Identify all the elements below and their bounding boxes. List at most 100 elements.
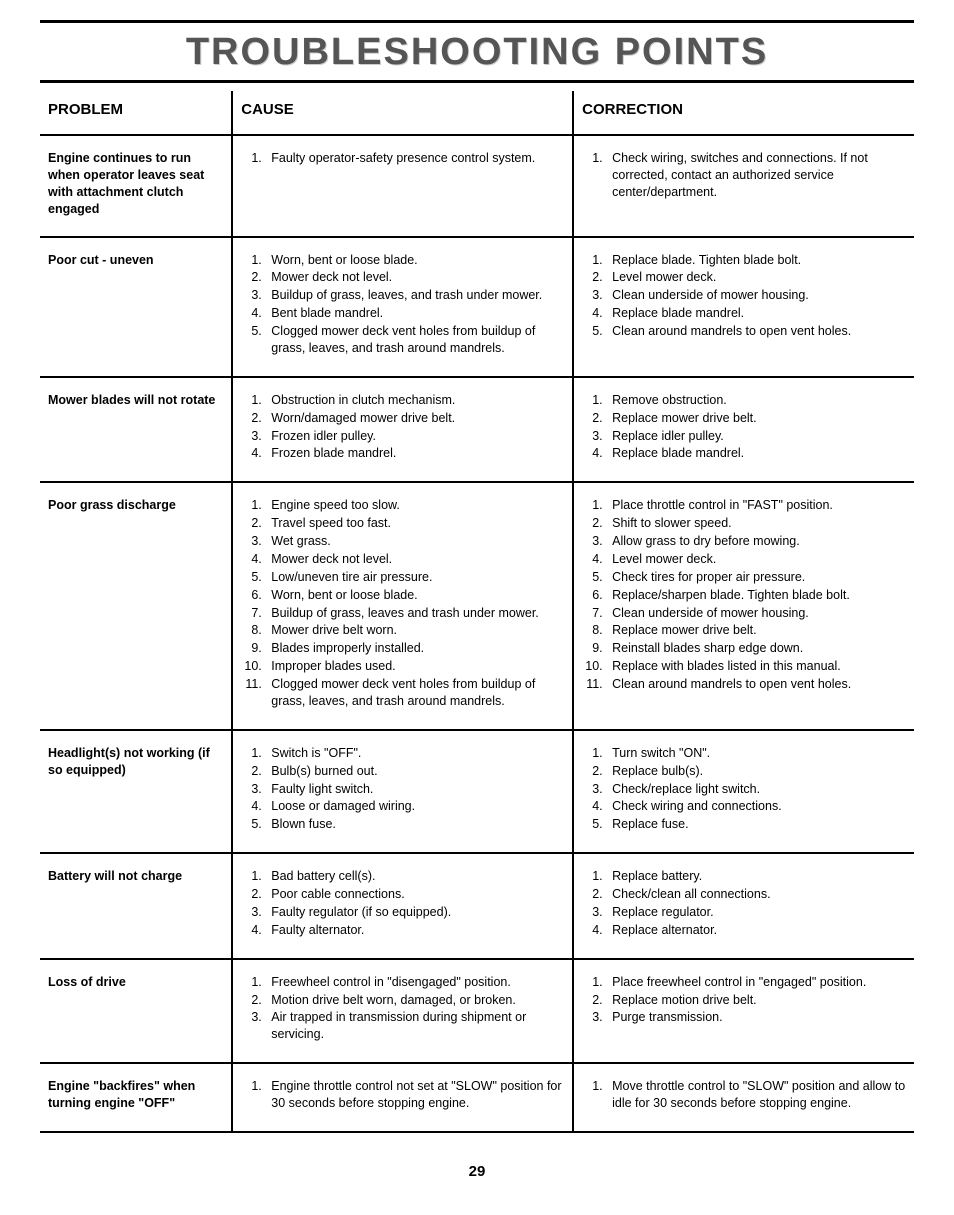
correction-item: Purge transmission. bbox=[606, 1009, 906, 1026]
table-row: Mower blades will not rotateObstruction … bbox=[40, 377, 914, 483]
correction-cell: Replace battery.Check/clean all connecti… bbox=[573, 853, 914, 959]
cause-item: Motion drive belt worn, damaged, or brok… bbox=[265, 992, 564, 1009]
problem-cell: Headlight(s) not working (if so equipped… bbox=[40, 730, 232, 853]
correction-item: Move throttle control to "SLOW" position… bbox=[606, 1078, 906, 1112]
correction-item: Reinstall blades sharp edge down. bbox=[606, 640, 906, 657]
cause-item: Faulty regulator (if so equipped). bbox=[265, 904, 564, 921]
correction-item: Replace alternator. bbox=[606, 922, 906, 939]
cause-item: Faulty light switch. bbox=[265, 781, 564, 798]
cause-cell: Faulty operator-safety presence control … bbox=[232, 135, 573, 237]
correction-item: Replace regulator. bbox=[606, 904, 906, 921]
table-row: Poor cut - unevenWorn, bent or loose bla… bbox=[40, 237, 914, 377]
cause-item: Bad battery cell(s). bbox=[265, 868, 564, 885]
page-title: TROUBLESHOOTING POINTS bbox=[40, 31, 914, 74]
correction-item: Clean around mandrels to open vent holes… bbox=[606, 676, 906, 693]
cause-item: Bent blade mandrel. bbox=[265, 305, 564, 322]
problem-cell: Loss of drive bbox=[40, 959, 232, 1064]
cause-cell: Engine throttle control not set at "SLOW… bbox=[232, 1063, 573, 1132]
cause-item: Engine speed too slow. bbox=[265, 497, 564, 514]
cause-item: Clogged mower deck vent holes from build… bbox=[265, 323, 564, 357]
cause-item: Freewheel control in "disengaged" positi… bbox=[265, 974, 564, 991]
table-row: Engine continues to run when operator le… bbox=[40, 135, 914, 237]
correction-cell: Turn switch "ON".Replace bulb(s).Check/r… bbox=[573, 730, 914, 853]
correction-item: Level mower deck. bbox=[606, 551, 906, 568]
cause-item: Low/uneven tire air pressure. bbox=[265, 569, 564, 586]
correction-cell: Replace blade. Tighten blade bolt.Level … bbox=[573, 237, 914, 377]
problem-cell: Battery will not charge bbox=[40, 853, 232, 959]
problem-cell: Mower blades will not rotate bbox=[40, 377, 232, 483]
cause-item: Travel speed too fast. bbox=[265, 515, 564, 532]
cause-item: Buildup of grass, leaves and trash under… bbox=[265, 605, 564, 622]
correction-item: Check/replace light switch. bbox=[606, 781, 906, 798]
correction-item: Replace idler pulley. bbox=[606, 428, 906, 445]
table-row: Battery will not chargeBad battery cell(… bbox=[40, 853, 914, 959]
cause-cell: Obstruction in clutch mechanism.Worn/dam… bbox=[232, 377, 573, 483]
cause-item: Frozen blade mandrel. bbox=[265, 445, 564, 462]
correction-item: Replace mower drive belt. bbox=[606, 622, 906, 639]
correction-item: Replace/sharpen blade. Tighten blade bol… bbox=[606, 587, 906, 604]
cause-item: Loose or damaged wiring. bbox=[265, 798, 564, 815]
correction-item: Replace mower drive belt. bbox=[606, 410, 906, 427]
cause-item: Buildup of grass, leaves, and trash unde… bbox=[265, 287, 564, 304]
cause-cell: Engine speed too slow.Travel speed too f… bbox=[232, 482, 573, 730]
correction-item: Check/clean all connections. bbox=[606, 886, 906, 903]
correction-item: Clean underside of mower housing. bbox=[606, 287, 906, 304]
table-header-row: PROBLEM CAUSE CORRECTION bbox=[40, 91, 914, 135]
correction-item: Replace battery. bbox=[606, 868, 906, 885]
cause-item: Wet grass. bbox=[265, 533, 564, 550]
problem-cell: Engine continues to run when operator le… bbox=[40, 135, 232, 237]
problem-cell: Poor grass discharge bbox=[40, 482, 232, 730]
problem-cell: Poor cut - uneven bbox=[40, 237, 232, 377]
correction-item: Check wiring and connections. bbox=[606, 798, 906, 815]
cause-item: Obstruction in clutch mechanism. bbox=[265, 392, 564, 409]
correction-item: Check wiring, switches and connections. … bbox=[606, 150, 906, 201]
correction-item: Replace motion drive belt. bbox=[606, 992, 906, 1009]
cause-cell: Switch is "OFF".Bulb(s) burned out.Fault… bbox=[232, 730, 573, 853]
correction-item: Clean underside of mower housing. bbox=[606, 605, 906, 622]
correction-item: Replace blade mandrel. bbox=[606, 305, 906, 322]
cause-item: Mower deck not level. bbox=[265, 551, 564, 568]
header-problem: PROBLEM bbox=[40, 91, 232, 135]
cause-item: Poor cable connections. bbox=[265, 886, 564, 903]
table-row: Engine "backfires" when turning engine "… bbox=[40, 1063, 914, 1132]
correction-item: Replace with blades listed in this manua… bbox=[606, 658, 906, 675]
correction-item: Clean around mandrels to open vent holes… bbox=[606, 323, 906, 340]
correction-item: Check tires for proper air pressure. bbox=[606, 569, 906, 586]
cause-item: Worn/damaged mower drive belt. bbox=[265, 410, 564, 427]
cause-item: Frozen idler pulley. bbox=[265, 428, 564, 445]
cause-item: Clogged mower deck vent holes from build… bbox=[265, 676, 564, 710]
correction-item: Remove obstruction. bbox=[606, 392, 906, 409]
correction-item: Level mower deck. bbox=[606, 269, 906, 286]
correction-item: Replace bulb(s). bbox=[606, 763, 906, 780]
cause-item: Worn, bent or loose blade. bbox=[265, 587, 564, 604]
page-number: 29 bbox=[40, 1163, 914, 1180]
cause-item: Blown fuse. bbox=[265, 816, 564, 833]
cause-item: Air trapped in transmission during shipm… bbox=[265, 1009, 564, 1043]
correction-item: Place freewheel control in "engaged" pos… bbox=[606, 974, 906, 991]
header-cause: CAUSE bbox=[232, 91, 573, 135]
table-row: Poor grass dischargeEngine speed too slo… bbox=[40, 482, 914, 730]
cause-item: Faulty alternator. bbox=[265, 922, 564, 939]
top-rule bbox=[40, 20, 914, 23]
cause-cell: Freewheel control in "disengaged" positi… bbox=[232, 959, 573, 1064]
cause-item: Switch is "OFF". bbox=[265, 745, 564, 762]
cause-item: Blades improperly installed. bbox=[265, 640, 564, 657]
title-underline bbox=[40, 80, 914, 83]
correction-cell: Remove obstruction.Replace mower drive b… bbox=[573, 377, 914, 483]
correction-cell: Move throttle control to "SLOW" position… bbox=[573, 1063, 914, 1132]
correction-item: Replace blade. Tighten blade bolt. bbox=[606, 252, 906, 269]
correction-item: Place throttle control in "FAST" positio… bbox=[606, 497, 906, 514]
cause-cell: Worn, bent or loose blade.Mower deck not… bbox=[232, 237, 573, 377]
header-correction: CORRECTION bbox=[573, 91, 914, 135]
cause-cell: Bad battery cell(s).Poor cable connectio… bbox=[232, 853, 573, 959]
troubleshooting-table: PROBLEM CAUSE CORRECTION Engine continue… bbox=[40, 91, 914, 1133]
correction-cell: Place freewheel control in "engaged" pos… bbox=[573, 959, 914, 1064]
table-row: Loss of drive Freewheel control in "disen… bbox=[40, 959, 914, 1064]
cause-item: Worn, bent or loose blade. bbox=[265, 252, 564, 269]
correction-cell: Check wiring, switches and connections. … bbox=[573, 135, 914, 237]
correction-item: Replace blade mandrel. bbox=[606, 445, 906, 462]
cause-item: Mower drive belt worn. bbox=[265, 622, 564, 639]
cause-item: Faulty operator-safety presence control … bbox=[265, 150, 564, 167]
correction-cell: Place throttle control in "FAST" positio… bbox=[573, 482, 914, 730]
cause-item: Improper blades used. bbox=[265, 658, 564, 675]
